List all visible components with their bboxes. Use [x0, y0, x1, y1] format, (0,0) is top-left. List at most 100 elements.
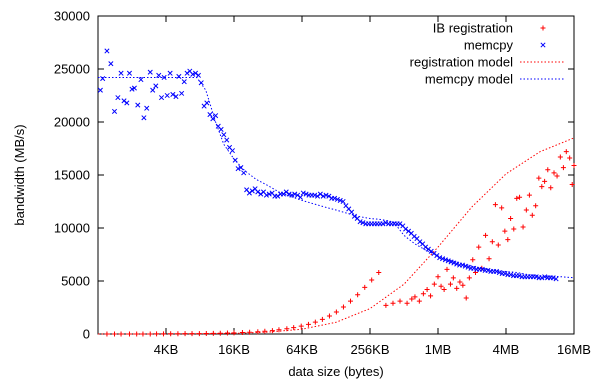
data-point [118, 70, 124, 76]
x-tick-label: 256KB [350, 342, 389, 357]
data-point [326, 313, 332, 319]
data-point [425, 246, 431, 252]
data-point [144, 105, 150, 111]
data-point [115, 95, 121, 101]
legend-label: IB registration [433, 21, 513, 36]
x-tick-label: 4KB [154, 342, 179, 357]
data-point [424, 286, 430, 292]
x-tick-label: 16MB [557, 342, 591, 357]
data-point [312, 192, 318, 198]
data-point [409, 296, 415, 302]
data-point [292, 191, 298, 197]
data-point [241, 170, 247, 176]
data-point [508, 215, 514, 221]
series-line [98, 137, 575, 335]
data-point [489, 239, 495, 245]
data-point [238, 165, 244, 171]
data-point [283, 189, 289, 195]
data-point [447, 281, 453, 287]
data-point [536, 175, 542, 181]
x-tick-label: 4MB [493, 342, 520, 357]
data-point [542, 274, 548, 280]
data-point [567, 155, 573, 161]
data-point [176, 73, 182, 79]
data-point [360, 220, 366, 226]
data-point [126, 331, 132, 337]
data-point [502, 271, 508, 277]
data-point [291, 325, 297, 331]
data-point [383, 302, 389, 308]
y-tick-label: 15000 [54, 168, 90, 183]
data-point [266, 191, 272, 197]
data-point [247, 329, 253, 335]
x-tick-label: 16KB [218, 342, 250, 357]
data-point [196, 331, 202, 337]
data-point [450, 275, 456, 281]
data-point [554, 173, 560, 179]
data-point [255, 329, 261, 335]
data-point [334, 196, 340, 202]
data-point [192, 70, 199, 76]
data-point [317, 191, 323, 197]
plot-area: 0 5000 10000 15000 20000 25000 30000 4KB 16KB 64… [54, 9, 591, 357]
data-point [417, 239, 423, 245]
data-point [305, 321, 311, 327]
data-point [438, 283, 444, 289]
data-point [369, 277, 375, 283]
data-point [412, 294, 418, 300]
data-point [476, 244, 482, 250]
data-point [246, 190, 252, 196]
data-point [100, 75, 106, 82]
data-point [523, 207, 529, 213]
data-point [224, 330, 230, 336]
data-point [454, 285, 460, 291]
data-point [466, 275, 472, 281]
data-point [204, 100, 210, 106]
data-point [520, 224, 526, 230]
data-point [465, 264, 471, 270]
legend-swatch [540, 42, 546, 48]
data-point [533, 203, 539, 209]
data-point [297, 194, 303, 200]
data-point [397, 298, 403, 304]
data-point [320, 193, 326, 199]
data-point [104, 48, 110, 54]
data-point [560, 165, 566, 171]
data-point [420, 291, 426, 297]
data-point [526, 192, 532, 198]
data-point [303, 191, 309, 197]
data-point [213, 113, 219, 119]
x-axis-title: data size (bytes) [288, 364, 383, 379]
data-point [533, 274, 539, 280]
data-point [435, 274, 441, 280]
data-point [486, 256, 492, 262]
data-point [179, 90, 185, 96]
legend-label: memcpy model [425, 72, 513, 87]
data-point [357, 219, 363, 225]
data-point [147, 69, 153, 75]
data-point [404, 300, 410, 306]
data-point [255, 189, 261, 195]
y-tick-label: 30000 [54, 9, 90, 24]
data-point [505, 237, 511, 243]
data-point [557, 154, 563, 160]
data-point [431, 281, 437, 287]
data-point [511, 226, 517, 232]
data-point [462, 263, 468, 269]
data-point [195, 72, 201, 78]
data-point [319, 316, 325, 322]
data-point [376, 270, 382, 276]
data-point [153, 83, 159, 89]
data-point [428, 248, 434, 254]
data-point [397, 221, 403, 227]
data-point [170, 91, 176, 97]
data-point [337, 197, 343, 203]
data-point [312, 319, 318, 325]
data-point [355, 292, 361, 298]
data-point [280, 191, 286, 197]
data-point [262, 328, 268, 334]
legend: IB registration memcpy registration model m… [410, 21, 565, 87]
data-point [457, 279, 463, 285]
data-point [173, 94, 179, 100]
data-point [502, 228, 508, 234]
